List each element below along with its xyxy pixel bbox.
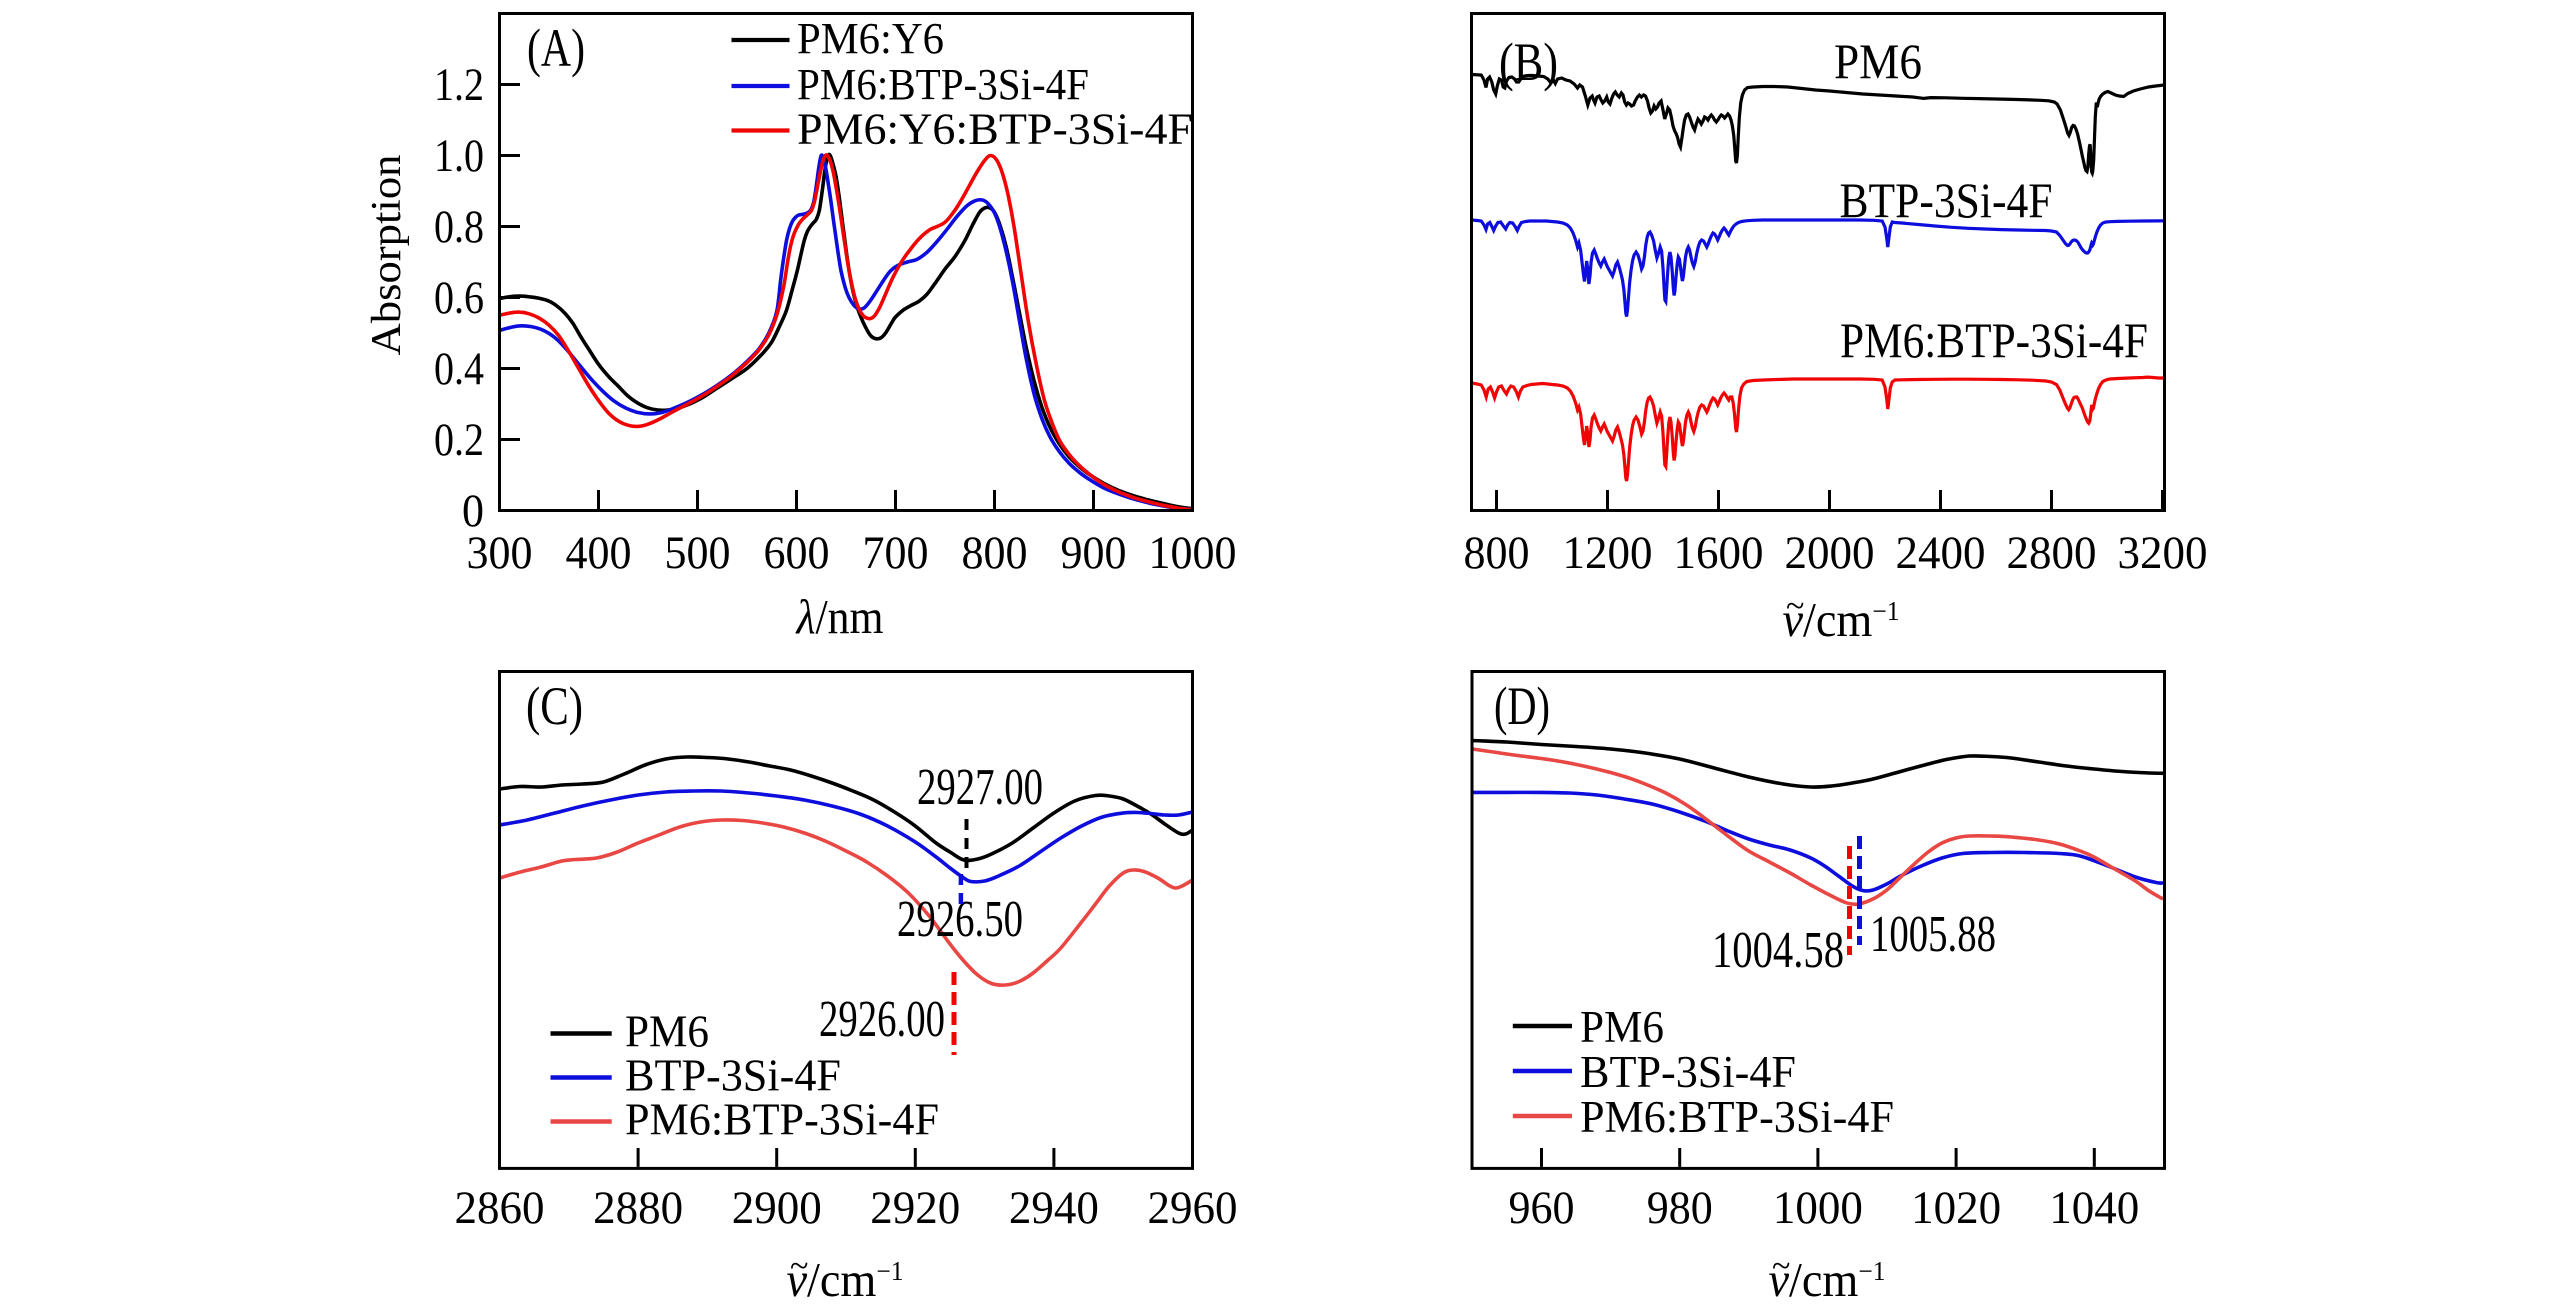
svg-text:600: 600 <box>764 527 830 579</box>
svg-text:1040: 1040 <box>2049 1182 2139 1234</box>
svg-text:2900: 2900 <box>732 1182 822 1234</box>
svg-text:PM6:BTP-3Si-4F: PM6:BTP-3Si-4F <box>1840 312 2148 368</box>
svg-text:1005.88: 1005.88 <box>1870 906 1996 963</box>
svg-text:800: 800 <box>962 527 1028 579</box>
svg-text:PM6:BTP-3Si-4F: PM6:BTP-3Si-4F <box>1580 1092 1894 1142</box>
svg-text:1000: 1000 <box>1773 1182 1863 1234</box>
svg-text:(B): (B) <box>1499 32 1558 92</box>
svg-text:~: ~ <box>790 1248 808 1285</box>
svg-text:1600: 1600 <box>1674 527 1764 579</box>
svg-text:(C): (C) <box>526 676 583 736</box>
svg-text:BTP-3Si-4F: BTP-3Si-4F <box>1840 172 2053 228</box>
svg-text:2940: 2940 <box>1009 1182 1099 1234</box>
svg-text:1.2: 1.2 <box>434 59 484 111</box>
svg-text:1020: 1020 <box>1911 1182 2001 1234</box>
svg-text:980: 980 <box>1647 1182 1713 1234</box>
svg-text:PM6:Y6: PM6:Y6 <box>797 14 944 63</box>
svg-text:PM6: PM6 <box>625 1007 709 1057</box>
svg-text:0.4: 0.4 <box>434 343 484 395</box>
svg-text:BTP-3Si-4F: BTP-3Si-4F <box>1580 1047 1796 1097</box>
svg-text:400: 400 <box>566 527 632 579</box>
svg-text:BTP-3Si-4F: BTP-3Si-4F <box>625 1051 841 1101</box>
svg-text:2920: 2920 <box>870 1182 960 1234</box>
svg-text:0: 0 <box>462 485 484 537</box>
svg-text:0.2: 0.2 <box>434 414 484 466</box>
svg-text:~: ~ <box>1772 1248 1790 1285</box>
svg-text:PM6:Y6:BTP-3Si-4F: PM6:Y6:BTP-3Si-4F <box>797 105 1193 154</box>
svg-text:0.8: 0.8 <box>434 201 484 253</box>
svg-text:800: 800 <box>1464 527 1530 579</box>
svg-text:λ/nm: λ/nm <box>795 589 884 644</box>
svg-text:300: 300 <box>467 527 533 579</box>
svg-text:(A): (A) <box>527 18 585 78</box>
svg-text:PM6:BTP-3Si-4F: PM6:BTP-3Si-4F <box>797 60 1089 109</box>
svg-text:2880: 2880 <box>593 1182 683 1234</box>
svg-text:700: 700 <box>863 527 929 579</box>
svg-text:ν/cm−1: ν/cm−1 <box>1783 592 1900 647</box>
svg-text:500: 500 <box>665 527 731 579</box>
svg-text:960: 960 <box>1509 1182 1575 1234</box>
svg-text:PM6: PM6 <box>1834 33 1922 89</box>
svg-text:(D): (D) <box>1494 676 1550 736</box>
svg-text:2860: 2860 <box>455 1182 545 1234</box>
svg-text:1004.58: 1004.58 <box>1712 922 1844 979</box>
svg-text:2926.00: 2926.00 <box>819 991 945 1048</box>
svg-text:1200: 1200 <box>1563 527 1653 579</box>
svg-text:~: ~ <box>1786 588 1804 625</box>
svg-text:1000: 1000 <box>1149 527 1237 579</box>
svg-text:3200: 3200 <box>2118 527 2208 579</box>
svg-text:1.0: 1.0 <box>434 130 484 182</box>
svg-text:PM6:BTP-3Si-4F: PM6:BTP-3Si-4F <box>625 1095 939 1145</box>
svg-text:900: 900 <box>1061 527 1127 579</box>
svg-text:2400: 2400 <box>1896 527 1986 579</box>
svg-text:2800: 2800 <box>2007 527 2097 579</box>
svg-text:2960: 2960 <box>1148 1182 1238 1234</box>
svg-text:2927.00: 2927.00 <box>917 759 1043 816</box>
svg-text:2000: 2000 <box>1785 527 1875 579</box>
svg-text:0.6: 0.6 <box>434 272 484 324</box>
svg-text:Absorption: Absorption <box>364 155 410 356</box>
svg-text:PM6: PM6 <box>1580 1002 1664 1052</box>
